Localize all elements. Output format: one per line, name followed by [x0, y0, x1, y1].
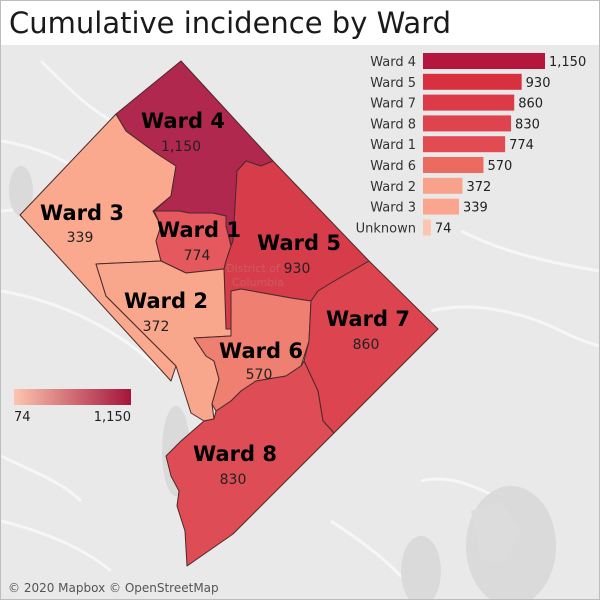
ward-labels: Ward 4 1,150 Ward 3 339 Ward 1 774 Ward … [40, 109, 410, 488]
bar-ward-1[interactable] [423, 136, 506, 153]
bar-ward-7[interactable] [423, 94, 515, 111]
bar-category-label-ward-6: Ward 6 [370, 159, 416, 174]
ward-bar-chart: Ward 4 1,150 Ward 5 930 Ward 7 860 Ward 8 830 Wa… [356, 53, 586, 236]
bar-category-label-ward-8: Ward 8 [370, 117, 416, 132]
bar-value-label-unknown: 74 [435, 221, 452, 236]
bar-ward-3[interactable] [423, 198, 459, 215]
ward-8-label: Ward 8 [193, 442, 277, 466]
bar-category-label-ward-4: Ward 4 [370, 55, 416, 70]
ward-6-value: 570 [246, 367, 273, 383]
bar-value-label-ward-3: 339 [463, 201, 488, 216]
page-title: Cumulative incidence by Ward [9, 6, 452, 40]
ward-4-label: Ward 4 [141, 109, 225, 133]
title-bar: Cumulative incidence by Ward [1, 1, 599, 45]
ward-polygons [19, 60, 439, 567]
ward-3-label: Ward 3 [40, 201, 124, 225]
bar-category-label-ward-2: Ward 2 [370, 180, 416, 195]
legend-gradient-bar [14, 389, 131, 405]
bar-ward-8[interactable] [423, 115, 512, 132]
ward-7-value: 860 [353, 337, 380, 353]
bar-value-label-ward-5: 930 [526, 76, 551, 91]
bar-unknown[interactable] [423, 219, 431, 236]
ward-3-value: 339 [67, 230, 94, 246]
bar-category-label-unknown: Unknown [356, 221, 416, 236]
bar-ward-5[interactable] [423, 73, 522, 90]
bar-ward-4[interactable] [423, 53, 545, 69]
basemap-city-label: District of Columbia [226, 262, 284, 289]
basemap-park [471, 501, 521, 561]
bar-category-label-ward-5: Ward 5 [370, 76, 416, 91]
bar-category-label-ward-7: Ward 7 [370, 97, 416, 112]
bar-category-label-ward-1: Ward 1 [370, 138, 416, 153]
ward-5-label: Ward 5 [257, 231, 341, 255]
ward-1-label: Ward 1 [157, 218, 241, 242]
bar-value-label-ward-2: 372 [466, 180, 491, 195]
basemap-label-line-1: District of [226, 262, 281, 275]
bar-value-label-ward-8: 830 [515, 117, 540, 132]
ward-4-value: 1,150 [161, 139, 201, 155]
ward-2-label: Ward 2 [124, 289, 208, 313]
ward-1-value: 774 [184, 248, 211, 264]
ward-8-value: 830 [220, 472, 247, 488]
ward-7-label: Ward 7 [326, 307, 410, 331]
ward-5-value: 930 [284, 261, 311, 277]
basemap-label-line-2: Columbia [232, 276, 284, 289]
ward-8-area[interactable] [165, 360, 335, 567]
bar-value-label-ward-7: 860 [518, 97, 543, 112]
map-attribution[interactable]: © 2020 Mapbox © OpenStreetMap [8, 581, 219, 595]
bar-category-label-ward-3: Ward 3 [370, 201, 416, 216]
bar-value-label-ward-6: 570 [487, 159, 512, 174]
ward-2-value: 372 [143, 319, 170, 335]
legend-max-label: 1,150 [94, 410, 131, 425]
legend-min-label: 74 [14, 410, 31, 425]
color-legend: 74 1,150 [14, 389, 131, 425]
ward-6-label: Ward 6 [219, 339, 303, 363]
bar-ward-6[interactable] [423, 157, 484, 173]
ward-map[interactable]: District of Columbia Ward 4 1,150 Ward 3… [1, 45, 599, 599]
bar-value-label-ward-4: 1,150 [549, 55, 586, 70]
bar-value-label-ward-1: 774 [509, 138, 534, 153]
bar-ward-2[interactable] [423, 177, 463, 194]
